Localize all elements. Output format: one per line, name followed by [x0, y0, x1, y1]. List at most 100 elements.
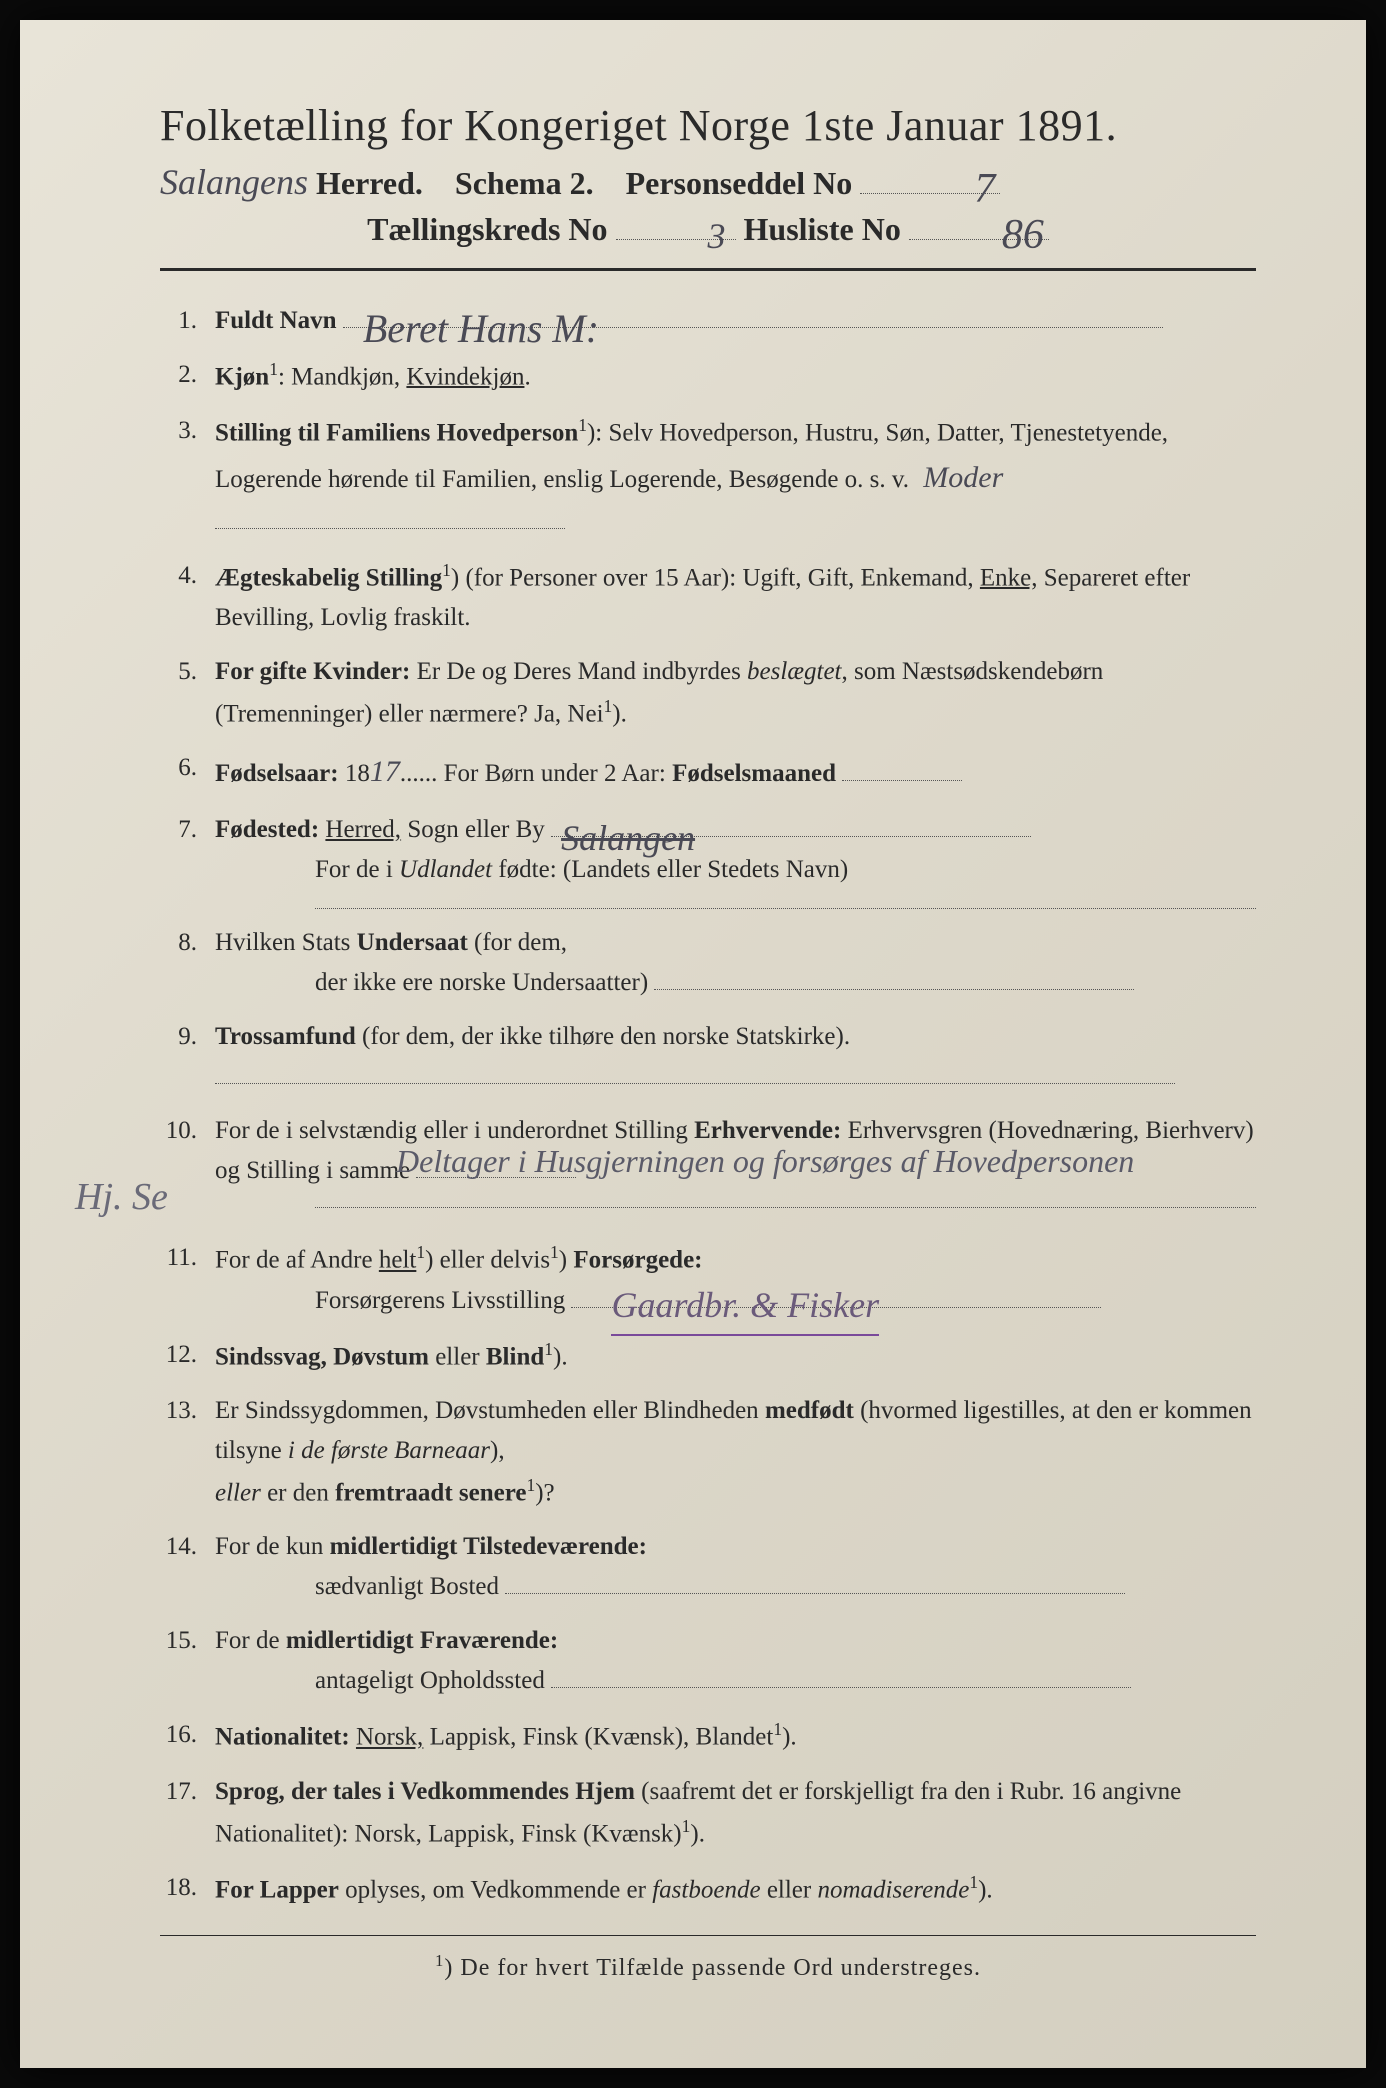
text: oplyses, om Vedkommende er	[339, 1876, 652, 1903]
item-15: 15. For de midlertidigt Fraværende: anta…	[160, 1621, 1256, 1701]
sup2: 1	[550, 1242, 559, 1262]
line2: For de i Udlandet fødte: (Landets eller …	[215, 850, 1256, 890]
text3: ),	[490, 1437, 505, 1464]
document-page: Folketælling for Kongeriget Norge 1ste J…	[20, 20, 1366, 2068]
italic2: Udlandet	[399, 856, 492, 883]
line2: er den	[261, 1479, 335, 1506]
item-content: Kjøn1: Mandkjøn, Kvindekjøn.	[215, 355, 1256, 397]
item-num: 11.	[160, 1238, 215, 1320]
after: ).	[553, 1343, 568, 1370]
page-title: Folketælling for Kongeriget Norge 1ste J…	[160, 100, 1256, 151]
fill	[215, 1083, 1175, 1084]
personseddel-label: Personseddel No	[626, 165, 853, 201]
item-label: Fødested:	[215, 816, 319, 843]
text2: (for dem,	[468, 929, 567, 956]
item-num: 12.	[160, 1335, 215, 1377]
text: (for dem, der ikke tilhøre den norske St…	[356, 1023, 850, 1050]
text2: eller	[761, 1876, 818, 1903]
text2: ...... For Børn under 2 Aar:	[400, 760, 672, 787]
item-label: Trossamfund	[215, 1023, 356, 1050]
bold: Forsørgede:	[573, 1247, 702, 1274]
text: Hvilken Stats	[215, 929, 357, 956]
item-num: 7.	[160, 810, 215, 909]
item-14: 14. For de kun midlertidigt Tilstedevære…	[160, 1527, 1256, 1607]
item-18: 18. For Lapper oplyses, om Vedkommende e…	[160, 1868, 1256, 1910]
item-12: 12. Sindssvag, Døvstum eller Blind1).	[160, 1335, 1256, 1377]
line2-text: Forsørgerens Livsstilling	[315, 1287, 565, 1314]
item-num: 5.	[160, 652, 215, 734]
sup: 1	[773, 1719, 782, 1739]
item-content: Fødested: Herred, Sogn eller By Salangen…	[215, 810, 1256, 909]
item-label: For gifte Kvinder:	[215, 658, 410, 685]
personseddel-no: 7	[974, 165, 995, 213]
after: )?	[535, 1479, 554, 1506]
italic2: nomadiserende	[817, 1876, 969, 1903]
italic: fastboende	[652, 1876, 760, 1903]
line2: Forsørgerens Livsstilling Gaardbr. & Fis…	[215, 1281, 1256, 1321]
text: Sogn eller By	[401, 816, 551, 843]
item-label: Sindssvag, Døvstum	[215, 1343, 429, 1370]
item-num: 6.	[160, 748, 215, 796]
herred-handwritten: Salangens	[160, 161, 308, 203]
footnote: 1) De for hvert Tilfælde passende Ord un…	[160, 1951, 1256, 1982]
item-content: Sindssvag, Døvstum eller Blind1).	[215, 1335, 1256, 1377]
item-content: Fuldt Navn Beret Hans M:	[215, 301, 1256, 341]
bold2: Fødselsmaaned	[672, 760, 836, 787]
schema-label: Schema 2.	[455, 165, 594, 201]
underlined: Herred,	[325, 816, 401, 843]
taellingskreds-label: Tællingskreds No	[367, 211, 607, 247]
name-hw: Beret Hans M:	[363, 297, 599, 361]
item-2: 2. Kjøn1: Mandkjøn, Kvindekjøn.	[160, 355, 1256, 397]
bold2: Blind	[486, 1343, 544, 1370]
line2-text: antageligt Opholdssted	[315, 1667, 545, 1694]
italic: i de første Barneaar	[288, 1437, 490, 1464]
item-num: 18.	[160, 1868, 215, 1910]
item-num: 10.	[160, 1111, 215, 1208]
line2-text: der ikke ere norske Undersaatter)	[315, 969, 648, 996]
item-8: 8. Hvilken Stats Undersaat (for dem, der…	[160, 923, 1256, 1003]
underlined: Norsk,	[356, 1724, 423, 1751]
bold: Undersaat	[357, 929, 468, 956]
item-content: Nationalitet: Norsk, Lappisk, Finsk (Kvæ…	[215, 1715, 1256, 1757]
bold: midlertidigt Tilstedeværende:	[330, 1533, 647, 1560]
item-num: 3.	[160, 411, 215, 541]
bold2: fremtraadt senere	[335, 1479, 526, 1506]
item-content: For gifte Kvinder: Er De og Deres Mand i…	[215, 652, 1256, 734]
after: ).	[690, 1820, 705, 1847]
margin-note: Hj. Se	[75, 1175, 168, 1219]
text: For de af Andre	[215, 1247, 379, 1274]
text3: )	[559, 1247, 574, 1274]
fill2	[315, 1207, 1256, 1208]
fill: Gaardbr. & Fisker	[571, 1307, 1101, 1308]
item-content: Stilling til Familiens Hovedperson1): Se…	[215, 411, 1256, 541]
item-11: 11. For de af Andre helt1) eller delvis1…	[160, 1238, 1256, 1320]
sup: 1	[269, 359, 278, 379]
taellingskreds-no: 3	[708, 215, 726, 257]
sup: 1	[442, 560, 451, 580]
item-label: Nationalitet:	[215, 1724, 350, 1751]
fill	[551, 1687, 1131, 1688]
bold: medfødt	[765, 1397, 854, 1424]
item-content: For Lapper oplyses, om Vedkommende er fa…	[215, 1868, 1256, 1910]
line2a: For de i	[315, 856, 399, 883]
bold: midlertidigt Fraværende:	[286, 1627, 558, 1654]
item-label: For Lapper	[215, 1876, 339, 1903]
item-5: 5. For gifte Kvinder: Er De og Deres Man…	[160, 652, 1256, 734]
text: eller	[429, 1343, 486, 1370]
bold: Erhvervende:	[694, 1117, 841, 1144]
item-content: Er Sindssygdommen, Døvstumheden eller Bl…	[215, 1391, 1256, 1513]
item-content: For de af Andre helt1) eller delvis1) Fo…	[215, 1238, 1256, 1320]
after: ).	[612, 700, 627, 727]
text2: ) eller delvis	[425, 1247, 550, 1274]
text: ) (for Personer over 15 Aar): Ugift, Gif…	[451, 564, 980, 591]
item-content: Hvilken Stats Undersaat (for dem, der ik…	[215, 923, 1256, 1003]
item-num: 1.	[160, 301, 215, 341]
fill	[215, 528, 565, 529]
sup: 1	[969, 1872, 978, 1892]
item-num: 14.	[160, 1527, 215, 1607]
item-content: For de i selvstændig eller i underordnet…	[215, 1111, 1256, 1208]
item-1: 1. Fuldt Navn Beret Hans M:	[160, 301, 1256, 341]
fill: Salangen	[551, 836, 1031, 837]
item-content: Fødselsaar: 1817...... For Børn under 2 …	[215, 748, 1256, 796]
item-label: Kjøn	[215, 363, 269, 390]
